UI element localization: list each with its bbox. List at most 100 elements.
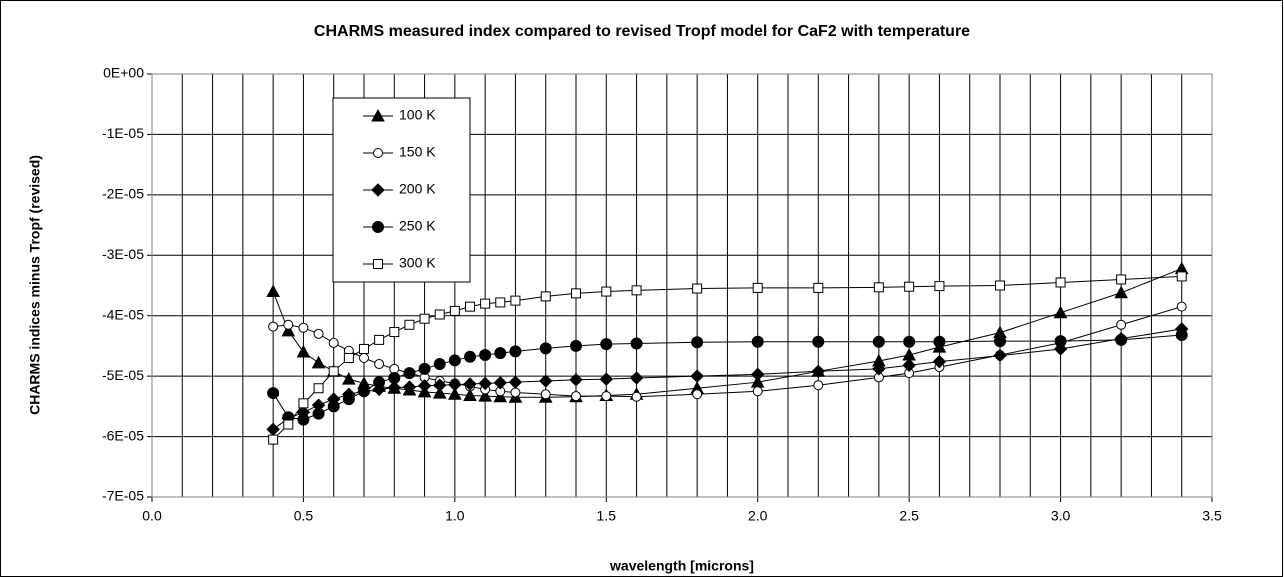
x-tick-label: 2.0	[748, 508, 768, 524]
legend: 100 K 150 K 200 K 250 K 300 K	[332, 97, 471, 283]
marker	[903, 335, 916, 348]
marker	[464, 350, 476, 363]
marker	[813, 380, 824, 391]
marker	[873, 282, 884, 293]
marker	[629, 371, 644, 385]
marker	[419, 313, 430, 324]
marker	[371, 108, 385, 122]
marker	[599, 372, 613, 386]
marker	[934, 281, 945, 292]
marker	[387, 380, 401, 395]
y-tick-label: 0E+00	[103, 65, 144, 81]
marker	[374, 334, 385, 345]
x-tick-label: 3.5	[1202, 508, 1222, 524]
marker	[1054, 335, 1067, 348]
marker	[448, 387, 462, 400]
marker	[751, 367, 765, 382]
marker	[359, 343, 369, 354]
legend-label: 200 K	[399, 181, 436, 197]
marker	[342, 393, 355, 406]
x-tick-label: 0.5	[294, 508, 314, 524]
marker	[268, 434, 279, 445]
marker	[283, 419, 294, 430]
marker	[404, 319, 415, 330]
marker	[872, 362, 886, 376]
marker	[1114, 285, 1128, 299]
marker	[494, 347, 507, 360]
y-tick-label: -5E-05	[102, 367, 144, 383]
marker	[298, 322, 309, 333]
marker	[1175, 329, 1188, 342]
marker	[508, 375, 523, 389]
marker	[281, 323, 296, 337]
marker	[388, 371, 401, 384]
marker	[480, 298, 491, 309]
marker	[478, 376, 492, 391]
marker	[296, 344, 311, 358]
marker	[449, 305, 460, 316]
marker	[403, 367, 416, 380]
marker	[418, 362, 431, 375]
x-axis-label: wavelength [microns]	[609, 558, 754, 574]
marker	[313, 383, 324, 394]
marker	[600, 338, 613, 351]
chart-title: CHARMS measured index compared to revise…	[314, 23, 970, 40]
marker	[1053, 305, 1068, 319]
marker	[298, 398, 309, 409]
marker	[510, 387, 521, 398]
marker	[311, 355, 326, 369]
legend-label: 300 K	[399, 255, 436, 271]
marker	[1116, 319, 1127, 330]
marker	[904, 281, 915, 292]
marker	[373, 148, 383, 158]
marker	[268, 321, 279, 332]
marker	[601, 286, 612, 297]
marker	[372, 221, 384, 233]
marker	[283, 319, 294, 330]
marker	[374, 359, 385, 370]
marker	[373, 376, 386, 389]
marker	[813, 282, 824, 293]
marker	[752, 282, 763, 293]
legend-label: 100 K	[399, 107, 436, 123]
x-tick-label: 1.0	[445, 508, 465, 524]
marker	[933, 335, 946, 348]
marker	[478, 389, 492, 402]
marker	[479, 348, 492, 361]
marker	[1176, 271, 1187, 282]
x-tick-label: 1.5	[597, 508, 617, 524]
marker	[569, 373, 583, 387]
y-axis-label: CHARMS indices minus Tropf (revised)	[27, 155, 43, 415]
y-tick-label: -6E-05	[102, 427, 144, 443]
x-tick-label: 0.0	[142, 508, 162, 524]
marker	[1055, 277, 1066, 288]
marker	[328, 337, 339, 348]
marker	[359, 353, 369, 364]
marker	[692, 283, 703, 294]
marker	[463, 388, 477, 401]
y-tick-label: -7E-05	[102, 488, 144, 504]
marker	[811, 364, 825, 379]
legend-box	[332, 97, 471, 283]
marker	[812, 335, 825, 348]
marker	[539, 342, 552, 355]
y-tick-label: -1E-05	[102, 125, 144, 141]
x-tick-label: 3.0	[1051, 508, 1071, 524]
marker	[690, 369, 704, 383]
marker	[297, 413, 310, 426]
marker	[433, 358, 446, 371]
marker	[389, 327, 400, 338]
marker	[691, 336, 704, 349]
marker	[327, 400, 340, 413]
marker	[432, 386, 447, 399]
marker	[434, 309, 445, 320]
marker	[493, 376, 507, 390]
marker	[510, 295, 521, 306]
y-tick-label: -3E-05	[102, 246, 144, 262]
marker	[692, 389, 703, 400]
marker	[872, 335, 885, 348]
marker	[358, 385, 370, 398]
marker	[601, 391, 612, 402]
marker	[373, 259, 383, 269]
